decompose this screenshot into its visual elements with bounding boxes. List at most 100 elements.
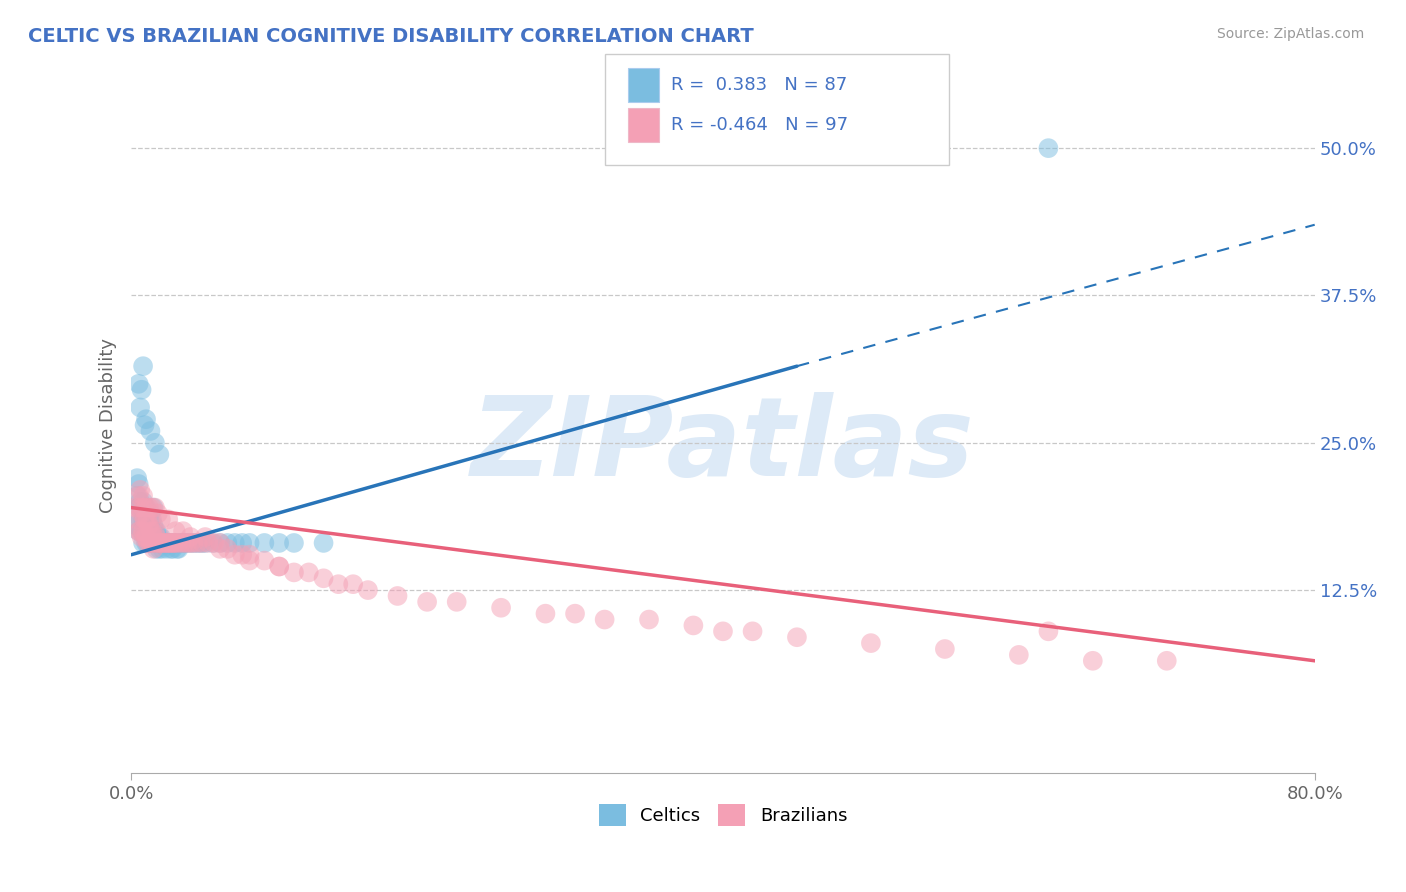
Point [128,524,150,538]
Point [191,536,214,550]
Point [786,630,808,644]
Point [143,524,166,538]
Point [145,541,167,556]
Point [145,530,167,544]
Point [387,589,409,603]
Point [188,536,211,550]
Point [859,636,882,650]
Point [593,613,616,627]
Point [132,494,155,508]
Point [187,536,209,550]
Point [328,577,350,591]
Point [179,530,201,544]
Point [1008,648,1031,662]
Point [269,559,291,574]
Point [202,536,225,550]
Point [160,541,183,556]
Point [128,489,150,503]
Point [136,524,159,538]
Point [132,359,155,374]
Point [179,536,201,550]
Point [135,500,157,515]
Point [135,500,157,515]
Point [135,512,157,526]
Point [1156,654,1178,668]
Point [136,536,159,550]
Point [224,548,246,562]
Point [138,536,160,550]
Point [125,518,148,533]
Point [342,577,364,591]
Point [194,536,217,550]
Point [564,607,586,621]
Point [155,536,177,550]
Point [146,536,169,550]
Point [157,536,180,550]
Point [170,536,193,550]
Point [152,536,174,550]
Point [156,541,179,556]
Point [138,530,160,544]
Point [127,489,149,503]
Point [312,536,335,550]
Point [129,524,152,538]
Point [149,536,172,550]
Point [534,607,557,621]
Point [134,512,156,526]
Point [136,507,159,521]
Point [148,448,170,462]
Point [934,642,956,657]
Point [150,536,173,550]
Point [129,500,152,515]
Point [139,524,162,538]
Point [231,548,253,562]
Point [163,536,186,550]
Point [208,541,231,556]
Point [138,536,160,550]
Point [143,500,166,515]
Point [135,536,157,550]
Point [139,524,162,538]
Point [239,548,262,562]
Text: ZIPatlas: ZIPatlas [471,392,974,500]
Point [134,418,156,433]
Point [132,500,155,515]
Point [150,541,173,556]
Point [165,536,187,550]
Point [160,536,183,550]
Point [166,541,188,556]
Point [217,541,239,556]
Point [135,530,157,544]
Point [194,530,217,544]
Point [165,536,187,550]
Point [741,624,763,639]
Point [169,536,191,550]
Point [159,536,181,550]
Point [283,566,305,580]
Point [489,600,512,615]
Point [638,613,661,627]
Point [128,524,150,538]
Point [176,536,198,550]
Point [142,530,165,544]
Point [163,536,186,550]
Point [141,524,163,538]
Text: Source: ZipAtlas.com: Source: ZipAtlas.com [1216,27,1364,41]
Point [125,500,148,515]
Point [129,512,152,526]
Point [136,512,159,526]
Point [416,595,439,609]
Point [149,536,172,550]
Point [283,536,305,550]
Point [148,541,170,556]
Point [139,507,162,521]
Point [146,530,169,544]
Point [128,376,150,391]
Point [1038,141,1060,155]
Point [162,541,184,556]
Point [197,536,219,550]
Point [136,536,159,550]
Point [253,553,276,567]
Point [127,512,149,526]
Point [142,541,165,556]
